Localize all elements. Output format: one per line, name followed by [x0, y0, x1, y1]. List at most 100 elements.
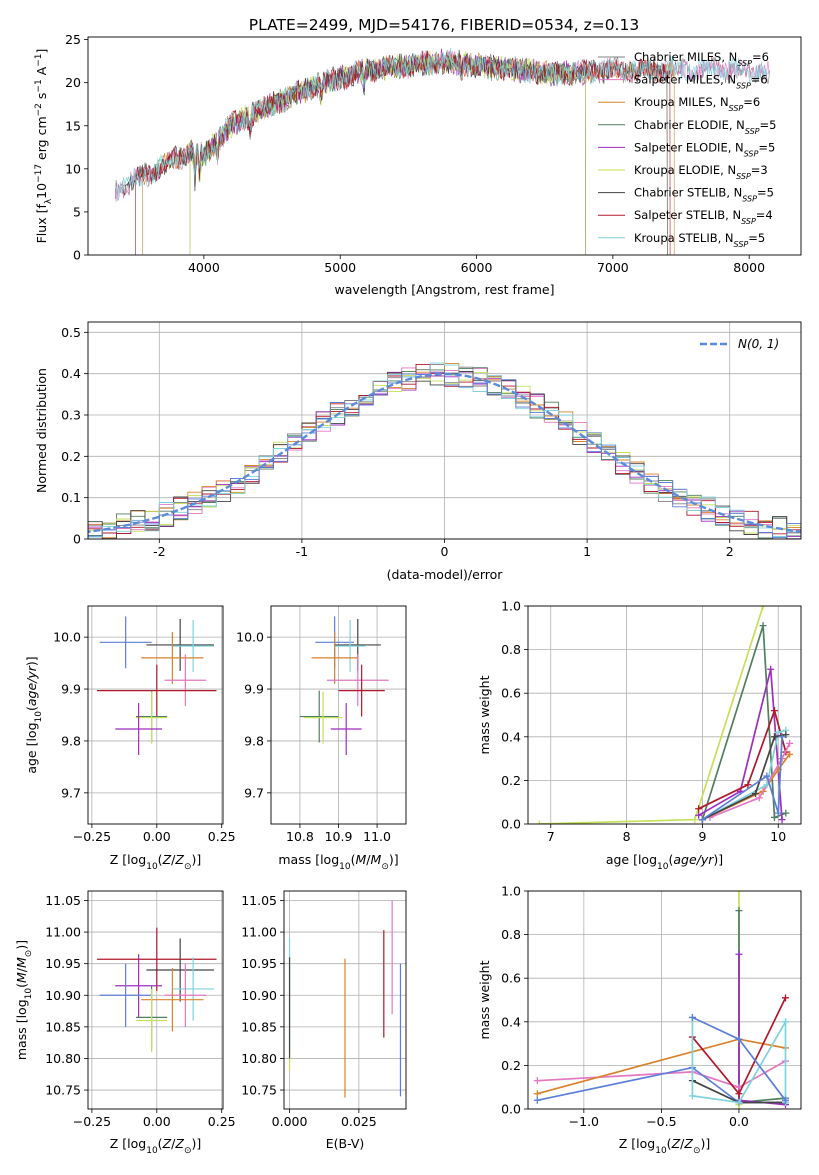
- weight-vs-age-marker: [782, 809, 790, 817]
- residuals-frame: [87, 321, 802, 540]
- spectrum-series-line: [115, 47, 770, 201]
- spectrum-legend-label: Kroupa STELIB, NSSP=5: [634, 231, 765, 249]
- weight-vs-age-marker: [535, 820, 543, 824]
- weight-vs-age-x-tick-label: 10: [770, 829, 786, 844]
- weight-vs-age-y-tick-label: 0.2: [501, 773, 521, 788]
- age-vs-z-x-tick-label: −0.25: [73, 829, 111, 844]
- residuals-y-tick-label: 0.1: [61, 490, 81, 505]
- weight-vs-age-marker: [763, 772, 771, 780]
- weight-vs-age-marker: [778, 816, 786, 824]
- weight-vs-age-y-tick-label: 0.4: [501, 729, 521, 744]
- residuals-y-tick-label: 0.2: [61, 449, 81, 464]
- spectrum-y-tick-label: 5: [73, 204, 81, 219]
- weight-vs-age-series-line: [701, 729, 787, 821]
- weight-vs-age-series-line: [701, 625, 787, 820]
- mass-vs-z-x-tick-label: 0.25: [208, 1114, 236, 1129]
- mass-vs-ebv-y-tick-label: 10.95: [241, 956, 277, 971]
- spectrum-legend-label: Salpeter STELIB, NSSP=4: [634, 208, 773, 226]
- mass-vs-ebv-y-tick-label: 11.00: [241, 925, 277, 940]
- weight-vs-z-y-axis-label: mass weight: [477, 960, 492, 1039]
- mass-vs-z-x-tick-label: 0.00: [143, 1114, 171, 1129]
- spectrum-legend-label: Chabrier STELIB, NSSP=5: [634, 186, 774, 204]
- weight-vs-z-x-tick-label: −0.5: [646, 1114, 676, 1129]
- age-vs-z-x-tick-label: 0.00: [143, 829, 171, 844]
- weight-vs-age-marker: [755, 794, 763, 802]
- mass-vs-ebv-x-tick-label: 0.025: [341, 1114, 377, 1129]
- weight-vs-age-marker: [698, 816, 706, 824]
- weight-vs-age-y-tick-label: 0.0: [501, 817, 521, 832]
- weight-vs-age-marker: [770, 733, 778, 741]
- weight-vs-age-marker: [744, 781, 752, 789]
- spectrum-series-line: [189, 48, 586, 255]
- clip-residuals-group: [88, 362, 801, 539]
- residuals-y-axis-label: Normed distribution: [34, 368, 49, 493]
- weight-vs-age-marker: [759, 622, 767, 630]
- mass-vs-ebv-frame: [283, 890, 407, 1110]
- weight-vs-age-series-line: [539, 606, 764, 824]
- clip-weight-vs-age-group: [535, 606, 794, 824]
- spectrum-legend-label: Kroupa MILES, NSSP=6: [634, 95, 760, 113]
- weight-vs-age-x-axis-label: age [log10(age/yr)]: [606, 852, 723, 872]
- age-vs-z-y-axis-label: age [log10(age/yr)]: [24, 656, 44, 773]
- weight-vs-age-marker: [782, 731, 790, 739]
- mass-vs-ebv-y-tick-label: 10.90: [241, 988, 277, 1003]
- weight-vs-z-y-tick-label: 0.4: [501, 1014, 521, 1029]
- weight-vs-age-y-tick-label: 1.0: [501, 599, 521, 614]
- weight-vs-age-marker: [770, 707, 778, 715]
- mass-vs-z-y-tick-label: 11.00: [45, 925, 81, 940]
- age-vs-z-frame: [87, 605, 224, 825]
- weight-vs-z-y-tick-label: 0.8: [501, 927, 521, 942]
- weight-vs-z-x-tick-label: 0.0: [729, 1114, 749, 1129]
- weight-vs-age-marker: [767, 665, 775, 673]
- mass-vs-z-y-tick-label: 10.90: [45, 988, 81, 1003]
- residuals-legend-label: N(0, 1): [738, 337, 779, 351]
- residuals-x-tick-label: 0: [441, 544, 449, 559]
- weight-vs-z-frame: [527, 890, 802, 1110]
- weight-vs-z-marker: [735, 891, 743, 895]
- spectrum-series-line: [189, 51, 586, 255]
- residuals-x-tick-label: 2: [726, 544, 734, 559]
- age-vs-mass-x-tick-label: 11.0: [363, 829, 391, 844]
- weight-vs-z-series-line: [738, 954, 786, 1106]
- residuals-histogram-series: [88, 372, 801, 538]
- spectrum-y-axis-label: Flux [fλ10−17 erg cm−2 s−1 A−1]: [34, 49, 54, 244]
- mass-vs-ebv-y-tick-label: 10.85: [241, 1019, 277, 1034]
- mass-vs-ebv-y-tick-label: 10.80: [241, 1051, 277, 1066]
- spectrum-x-tick-label: 5000: [324, 260, 356, 275]
- clip-spectrum-group: [115, 47, 770, 255]
- weight-vs-age-marker: [695, 811, 703, 819]
- weight-vs-z-marker: [735, 950, 743, 958]
- spectrum-x-tick-label: 8000: [733, 260, 765, 275]
- age-vs-mass-y-tick-label: 10.0: [236, 630, 264, 645]
- clip-age-vs-z-group: [97, 616, 217, 755]
- weight-vs-age-marker: [778, 755, 786, 763]
- weight-vs-age-marker: [770, 813, 778, 821]
- spectrum-y-tick-label: 10: [65, 161, 81, 176]
- weight-vs-z-marker: [533, 1090, 541, 1098]
- weight-vs-z-y-tick-label: 1.0: [501, 884, 521, 899]
- spectrum-series-line: [135, 50, 671, 255]
- age-vs-mass-y-tick-label: 9.8: [244, 733, 264, 748]
- spectrum-legend-label: Chabrier ELODIE, NSSP=5: [634, 118, 776, 136]
- age-vs-mass-y-tick-label: 9.9: [244, 682, 264, 697]
- weight-vs-z-x-tick-label: −1.0: [569, 1114, 599, 1129]
- mass-vs-z-y-tick-label: 10.85: [45, 1019, 81, 1034]
- residuals-x-tick-label: -2: [153, 544, 165, 559]
- spectrum-frame: [87, 36, 802, 256]
- spectrum-legend-label: Salpeter ELODIE, NSSP=5: [634, 140, 775, 158]
- weight-vs-age-marker: [691, 816, 699, 824]
- weight-vs-z-series-line: [537, 1060, 786, 1089]
- mass-vs-z-y-tick-label: 11.05: [45, 893, 81, 908]
- spectrum-legend-label: Chabrier MILES, NSSP=6: [634, 50, 769, 68]
- residuals-y-tick-label: 0: [73, 532, 81, 547]
- weight-vs-age-marker: [786, 750, 794, 758]
- weight-vs-age-frame: [527, 605, 802, 825]
- spectrum-x-axis-label: wavelength [Angstrom, rest frame]: [334, 282, 554, 297]
- age-vs-mass-y-tick-label: 9.7: [244, 785, 264, 800]
- clip-weight-vs-z-group: [533, 891, 789, 1109]
- weight-vs-z-marker: [688, 1013, 696, 1021]
- weight-vs-age-marker: [774, 809, 782, 817]
- weight-vs-age-marker: [778, 733, 786, 741]
- spectrum-y-tick-label: 0: [73, 248, 81, 263]
